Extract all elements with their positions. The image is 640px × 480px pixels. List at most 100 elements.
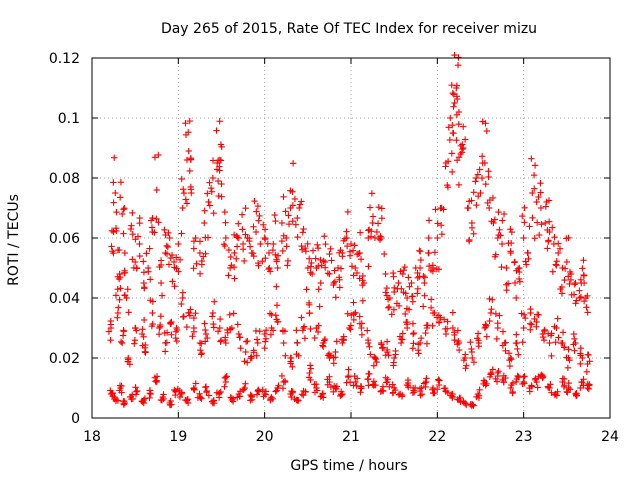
data-point [230, 310, 237, 317]
data-point [473, 201, 480, 209]
data-point [206, 202, 214, 209]
data-point [237, 344, 244, 352]
data-point [425, 234, 432, 242]
data-point [572, 279, 579, 287]
data-point [576, 294, 583, 302]
data-point [526, 320, 534, 327]
data-point [570, 341, 577, 348]
data-point [227, 253, 234, 261]
data-point [367, 351, 374, 358]
data-point [116, 382, 124, 389]
data-point [179, 313, 187, 321]
data-point [227, 325, 234, 333]
data-point [131, 258, 139, 266]
data-point [253, 208, 260, 215]
data-point [580, 279, 588, 287]
data-point [314, 241, 321, 249]
data-point [531, 235, 538, 242]
data-point [273, 387, 280, 394]
data-point [319, 342, 326, 349]
data-point [311, 334, 318, 342]
data-point [561, 382, 568, 389]
data-point [577, 360, 584, 368]
data-point [339, 253, 346, 260]
data-point [225, 272, 232, 279]
data-point [319, 343, 327, 350]
data-point [140, 258, 147, 265]
data-point [221, 383, 228, 390]
data-point [555, 249, 562, 257]
data-point [153, 373, 161, 380]
data-point [289, 160, 297, 167]
data-point [402, 318, 410, 326]
data-point [344, 373, 352, 381]
data-point [191, 386, 198, 394]
data-point [564, 364, 572, 372]
data-point [321, 233, 328, 240]
data-point [390, 306, 398, 313]
data-point [283, 243, 290, 250]
data-point [222, 219, 229, 226]
data-point [293, 350, 300, 358]
data-point [186, 312, 194, 319]
data-point [347, 240, 355, 248]
data-point [216, 118, 223, 125]
data-point [287, 187, 294, 194]
data-point [279, 385, 287, 392]
data-point [121, 269, 128, 277]
data-point [166, 234, 173, 242]
data-point [493, 378, 501, 385]
data-point [244, 337, 251, 345]
data-point [157, 279, 165, 287]
data-point [420, 272, 427, 280]
data-point [242, 380, 249, 387]
data-point [429, 322, 436, 330]
data-point [420, 303, 427, 310]
data-point [134, 387, 141, 395]
data-point [262, 335, 270, 342]
data-point [492, 251, 499, 258]
data-point [340, 336, 347, 343]
data-point [398, 285, 405, 292]
data-point [402, 310, 409, 318]
data-point [235, 220, 242, 227]
data-point [269, 246, 277, 254]
data-point [417, 392, 424, 399]
data-point [494, 319, 501, 327]
data-point [251, 197, 258, 205]
data-point [378, 341, 385, 348]
data-point [565, 379, 572, 387]
data-point [584, 309, 591, 316]
data-point [533, 198, 540, 206]
data-point [187, 186, 195, 193]
data-point [120, 230, 127, 237]
data-point [504, 280, 512, 287]
y-tick-label: 0 [71, 411, 80, 427]
data-point [331, 267, 338, 274]
data-point [474, 330, 482, 337]
data-point [514, 345, 521, 353]
data-point [409, 320, 417, 327]
data-point [474, 171, 482, 178]
data-point [321, 258, 329, 266]
data-point [515, 275, 523, 283]
data-point [486, 295, 493, 303]
data-point [198, 350, 205, 357]
data-point [266, 268, 274, 275]
data-point [580, 257, 587, 264]
data-point [352, 264, 359, 272]
data-point [201, 219, 208, 227]
data-point [301, 335, 309, 342]
data-point [151, 154, 159, 161]
data-point [551, 323, 558, 330]
data-point [307, 365, 315, 372]
data-point [502, 347, 509, 354]
data-point [291, 395, 298, 403]
data-point [320, 257, 327, 265]
data-point [253, 352, 260, 359]
data-point [131, 340, 138, 347]
data-point [351, 372, 358, 380]
data-point [226, 311, 233, 319]
data-point [207, 184, 215, 192]
data-point [485, 173, 492, 181]
